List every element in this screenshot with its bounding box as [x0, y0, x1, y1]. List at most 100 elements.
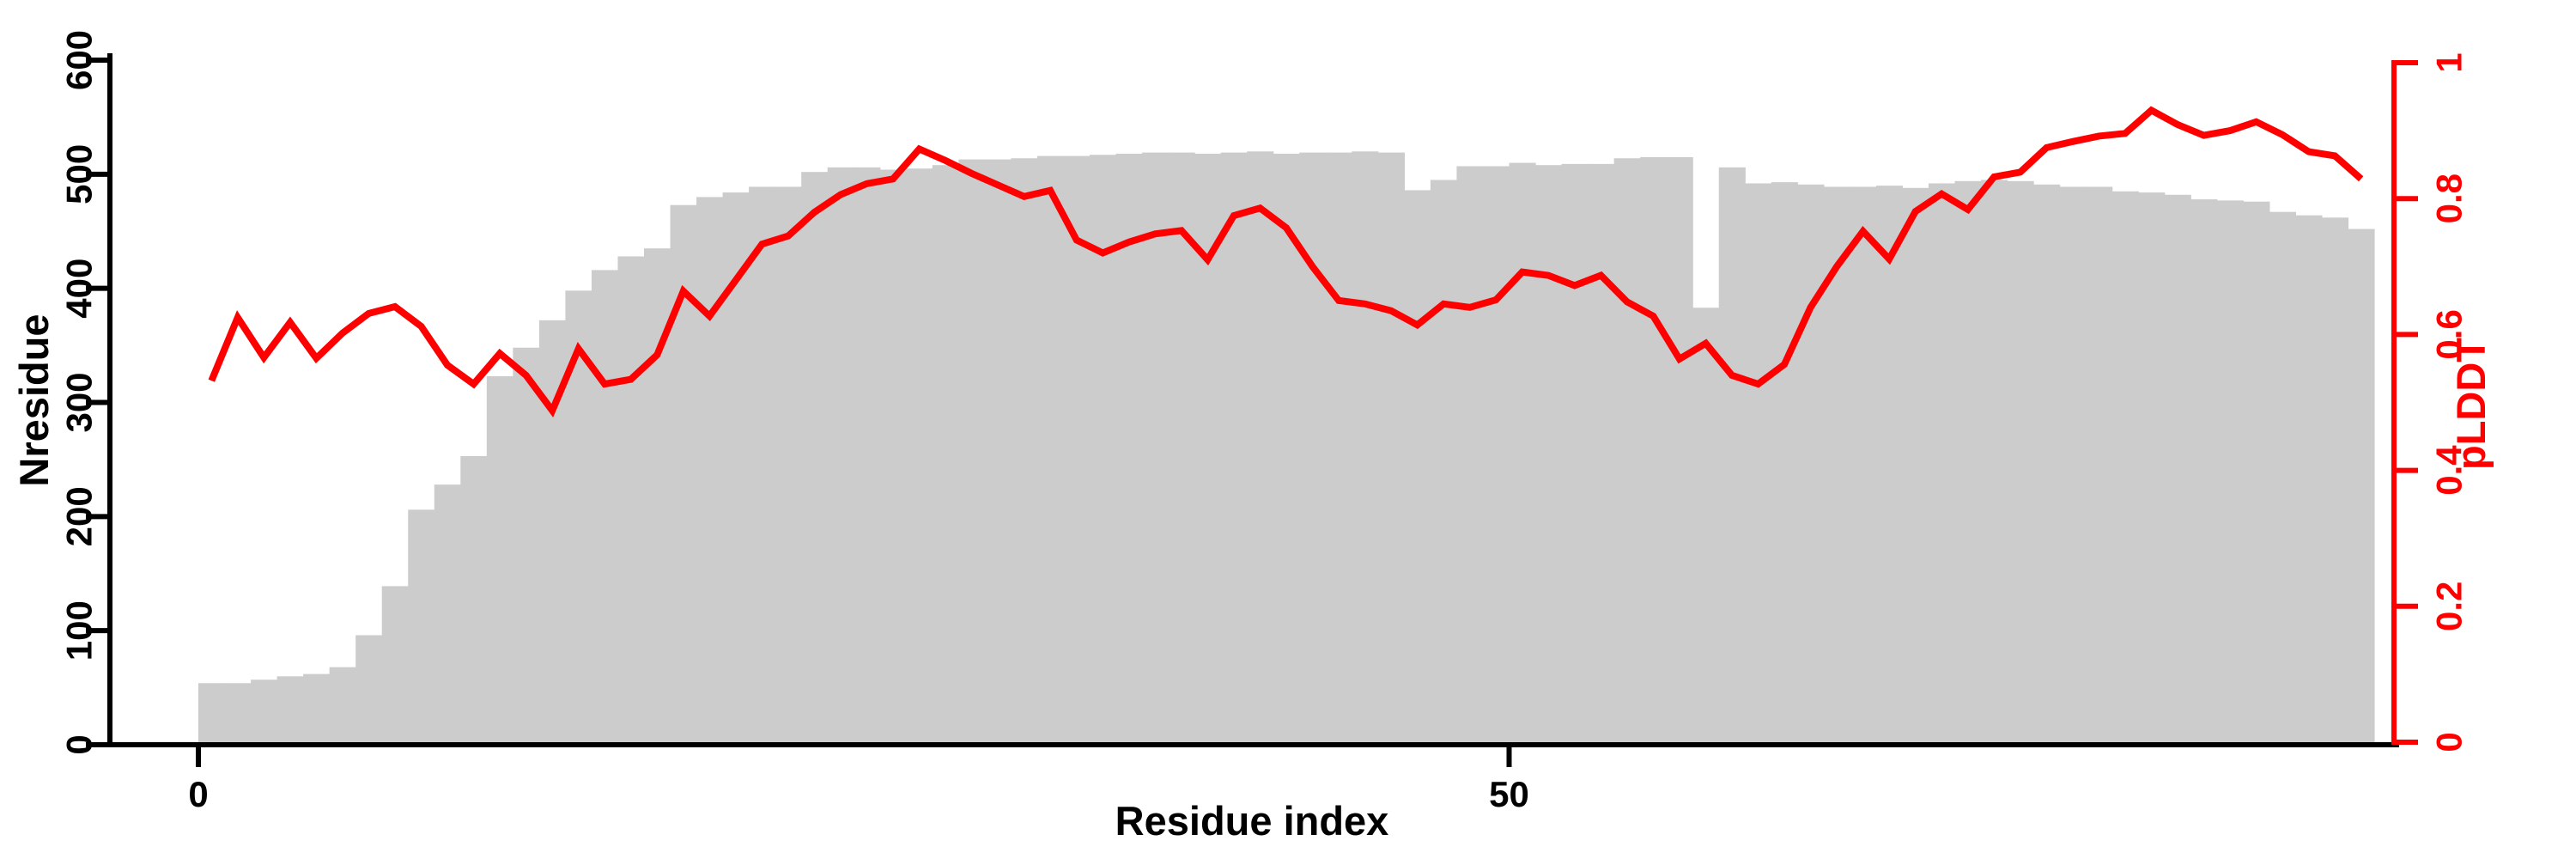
left-axis-tick-label: 0: [59, 734, 100, 754]
nresidue-bar: [670, 204, 697, 745]
right-axis-title: pLDDT: [2448, 338, 2494, 470]
nresidue-bar: [1220, 152, 1248, 746]
nresidue-bar: [1692, 308, 1720, 745]
nresidue-bar: [617, 256, 645, 746]
nresidue-bar: [1036, 155, 1065, 745]
bars-layer: [198, 151, 2375, 746]
x-axis-title: Residue index: [1115, 798, 1389, 844]
nresidue-bar: [932, 165, 959, 745]
nresidue-bar: [2321, 217, 2349, 745]
nresidue-bar: [1456, 166, 1484, 745]
x-axis-tick-label: 50: [1489, 774, 1529, 814]
nresidue-bar: [1142, 152, 1170, 746]
left-axis-title: Nresidue: [11, 314, 57, 486]
nresidue-bar: [2164, 194, 2191, 746]
nresidue-bar: [1745, 183, 1772, 745]
nresidue-bar: [2059, 186, 2087, 745]
nresidue-bar: [408, 509, 435, 745]
nresidue-bar: [1771, 182, 1798, 745]
nresidue-bar: [801, 172, 829, 745]
nresidue-bar: [591, 270, 619, 745]
left-axis-tick-label: 200: [59, 486, 100, 546]
left-axis-tick-label: 300: [59, 372, 100, 432]
nresidue-bar: [381, 586, 409, 745]
nresidue-bar: [1509, 162, 1536, 746]
nresidue-bar: [1875, 186, 1904, 745]
nresidue-bar: [434, 484, 461, 745]
nresidue-bar: [198, 683, 226, 745]
nresidue-bar: [854, 167, 881, 746]
nresidue-bar: [486, 375, 513, 745]
nresidue-bar: [827, 167, 854, 746]
nresidue-bar: [2216, 200, 2244, 745]
nresidue-bar: [1666, 156, 1693, 745]
nresidue-bar: [775, 186, 802, 745]
right-axis-tick-label: 0.4: [2429, 445, 2470, 496]
right-axis-tick-label: 0.6: [2429, 309, 2470, 359]
x-axis-tick-label: 0: [188, 774, 208, 814]
nresidue-bar: [1797, 184, 1825, 746]
nresidue-bar: [1561, 163, 1589, 745]
nresidue-bar: [696, 197, 724, 745]
nresidue-bar: [2269, 211, 2296, 746]
left-axis-tick-label: 500: [59, 144, 100, 204]
left-axis-tick-label: 100: [59, 600, 100, 661]
nresidue-bar: [2033, 184, 2061, 746]
nresidue-bar: [303, 673, 331, 745]
nresidue-bar: [2007, 180, 2034, 746]
nresidue-bar: [1011, 158, 1038, 746]
nresidue-bar: [1377, 152, 1405, 746]
nresidue-bar: [1168, 152, 1195, 746]
nresidue-bar: [984, 159, 1012, 745]
nresidue-bar: [1928, 183, 1956, 745]
nresidue-bar: [958, 159, 986, 745]
nresidue-bar: [1482, 166, 1510, 745]
nresidue-bar: [1535, 165, 1563, 745]
nresidue-bar: [513, 347, 540, 745]
left-axis-tick-label: 600: [59, 30, 100, 90]
right-axis-tick-label: 0.8: [2429, 174, 2470, 223]
nresidue-bar: [1850, 186, 1877, 745]
nresidue-bar: [329, 667, 356, 745]
nresidue-bar: [1273, 153, 1300, 746]
nresidue-bar: [1404, 190, 1431, 745]
nresidue-bar: [1115, 153, 1143, 746]
nresidue-bar: [1954, 180, 1982, 746]
nresidue-bar: [1613, 158, 1641, 746]
nresidue-bar: [460, 455, 488, 745]
nresidue-bar: [1981, 180, 2008, 746]
plddt-line: [208, 106, 2364, 417]
right-axis-tick-label: 0: [2429, 732, 2470, 752]
nresidue-bar: [2138, 192, 2166, 746]
nresidue-bar: [1588, 163, 1615, 745]
nresidue-bar: [879, 169, 907, 745]
nresidue-bar: [1063, 155, 1091, 745]
right-axis-tick-label: 0.2: [2429, 582, 2470, 631]
nresidue-bar: [276, 676, 304, 745]
nresidue-bar: [906, 168, 933, 745]
nresidue-bar: [749, 186, 776, 745]
nresidue-bar: [1430, 180, 1458, 746]
nresidue-bar: [251, 679, 278, 745]
nresidue-bar: [2348, 228, 2375, 746]
nresidue-bar: [1090, 155, 1117, 745]
nresidue-bar: [2086, 186, 2113, 745]
nresidue-bar: [2243, 201, 2270, 745]
nresidue-bar: [1640, 156, 1668, 745]
nresidue-bar: [1718, 167, 1746, 746]
nresidue-bar: [355, 635, 383, 745]
nresidue-bar: [224, 683, 252, 745]
nresidue-bar: [2111, 191, 2139, 745]
nresidue-bar: [1352, 151, 1379, 745]
right-axis-tick-label: 1: [2429, 52, 2470, 72]
nresidue-bar: [1902, 187, 1929, 745]
nresidue-bar: [1247, 151, 1274, 745]
nresidue-bar: [1325, 152, 1352, 746]
left-axis-tick-label: 400: [59, 259, 100, 319]
nresidue-bar: [2190, 199, 2218, 745]
nresidue-bar: [2295, 215, 2323, 745]
nresidue-bar: [1299, 152, 1327, 746]
